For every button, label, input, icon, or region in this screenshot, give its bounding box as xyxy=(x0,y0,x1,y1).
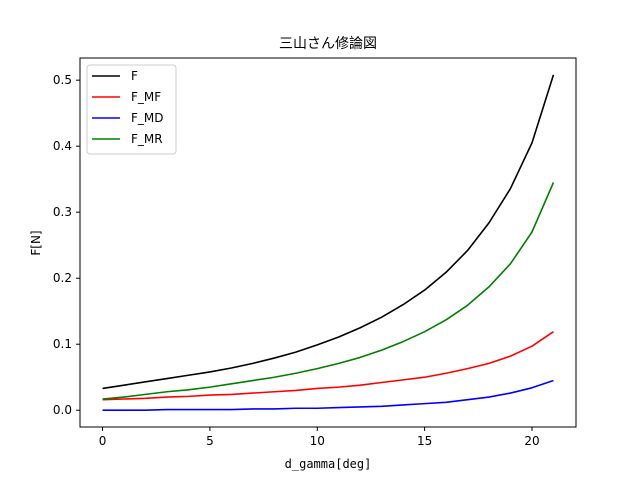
x-axis-label: d_gamma[deg] xyxy=(285,457,372,471)
legend-box xyxy=(86,64,177,155)
series-line-f-mr xyxy=(102,182,555,400)
legend-label-f-md: F_MD xyxy=(131,111,164,125)
x-tick-label: 20 xyxy=(524,434,539,448)
series-line-f-mf xyxy=(102,331,554,401)
x-axis: 0 5 10 15 20 xyxy=(99,427,540,448)
y-tick-label: 0.5 xyxy=(53,73,72,87)
series-layer xyxy=(102,74,555,412)
legend-label-f: F xyxy=(131,69,138,83)
y-tick-label: 0.1 xyxy=(53,337,72,351)
y-tick-label: 0.4 xyxy=(53,139,72,153)
y-tick-label: 0.3 xyxy=(53,205,72,219)
legend-entries: F F_MF F_MD F_MR xyxy=(92,69,164,146)
x-tick-label: 0 xyxy=(99,434,107,448)
plot-frame xyxy=(79,57,577,428)
legend-label-f-mr: F_MR xyxy=(131,132,163,146)
legend-label-f-mf: F_MF xyxy=(131,90,161,104)
y-tick-label: 0.0 xyxy=(53,403,72,417)
y-tick-label: 0.2 xyxy=(53,271,72,285)
y-axis-label: F[N] xyxy=(29,230,43,255)
x-tick-label: 10 xyxy=(310,434,325,448)
legend: F F_MF F_MD F_MR xyxy=(86,64,177,155)
chart-title: 三山さん修論図 xyxy=(279,36,377,52)
y-axis: 0.0 0.1 0.2 0.3 0.4 0.5 xyxy=(53,73,80,417)
series-line-f xyxy=(102,74,555,390)
series-line-f-md xyxy=(102,379,554,412)
x-tick-label: 15 xyxy=(417,434,432,448)
x-tick-label: 5 xyxy=(206,434,214,448)
